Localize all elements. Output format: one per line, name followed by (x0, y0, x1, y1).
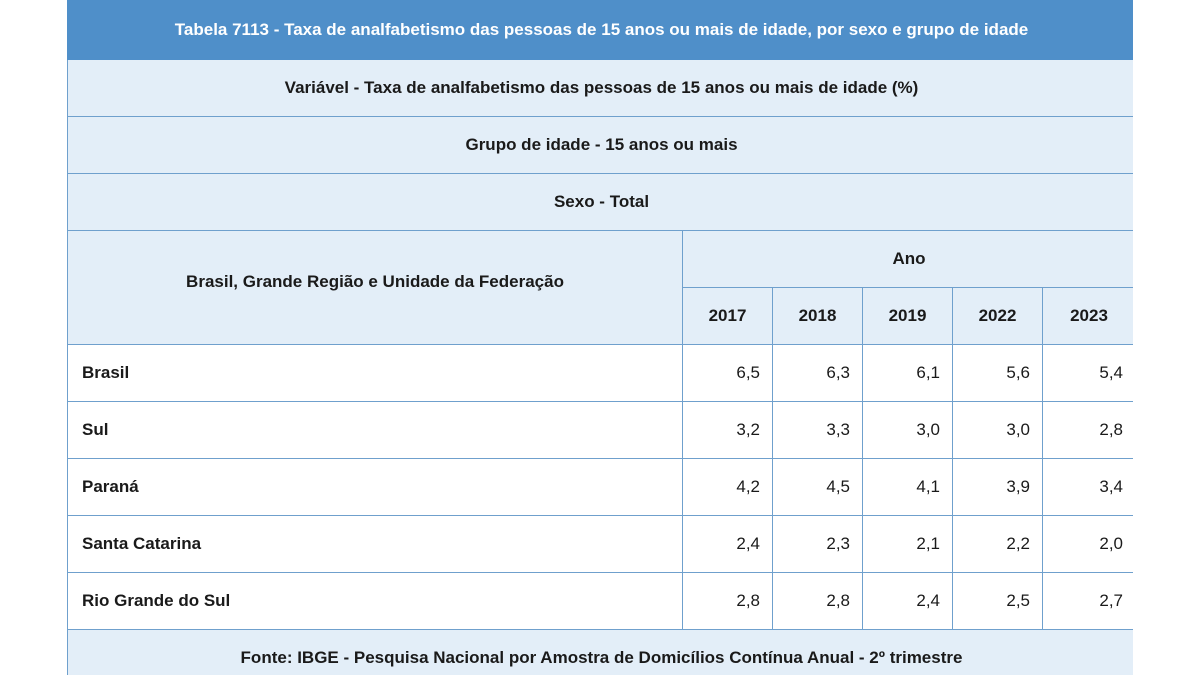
value-cell: 6,1 (862, 344, 953, 402)
value-cell: 3,3 (772, 401, 863, 459)
value-cell: 2,8 (682, 572, 773, 630)
header-row-ano: Brasil, Grande Região e Unidade da Feder… (67, 230, 1133, 345)
value-cell: 3,0 (952, 401, 1043, 459)
value-cell: 2,4 (862, 572, 953, 630)
table-body: Brasil 6,5 6,3 6,1 5,6 5,4 Sul 3,2 3,3 3,0 3,0 2,8 P… (67, 344, 1133, 630)
year-header-2023: 2023 (1041, 287, 1133, 345)
variable-row: Variável - Taxa de analfabetismo das pes… (67, 59, 1133, 117)
value-cell: 3,2 (682, 401, 773, 459)
table-row: Paraná 4,2 4,5 4,1 3,9 3,4 (67, 458, 1133, 516)
variable-label: Variável - Taxa de analfabetismo das pes… (67, 59, 1133, 117)
value-cell: 6,3 (772, 344, 863, 402)
table-title: Tabela 7113 - Taxa de analfabetismo das … (67, 0, 1133, 60)
age-group-row: Grupo de idade - 15 anos ou mais (67, 116, 1133, 174)
value-cell: 2,0 (1041, 515, 1133, 573)
table-row: Santa Catarina 2,4 2,3 2,1 2,2 2,0 (67, 515, 1133, 573)
value-cell: 4,1 (862, 458, 953, 516)
table-frame: Tabela 7113 - Taxa de analfabetismo das … (67, 0, 1133, 675)
value-cell: 5,4 (1041, 344, 1133, 402)
row-label: Rio Grande do Sul (67, 572, 683, 630)
value-cell: 4,2 (682, 458, 773, 516)
year-header-2019: 2019 (862, 287, 953, 345)
value-cell: 2,3 (772, 515, 863, 573)
value-cell: 5,6 (952, 344, 1043, 402)
source-row: Fonte: IBGE - Pesquisa Nacional por Amos… (67, 629, 1133, 675)
table-row: Sul 3,2 3,3 3,0 3,0 2,8 (67, 401, 1133, 459)
value-cell: 3,4 (1041, 458, 1133, 516)
value-cell: 2,7 (1041, 572, 1133, 630)
header-row-years: 2017 2018 2019 2022 2023 (68, 287, 1133, 345)
region-header: Brasil, Grande Região e Unidade da Feder… (67, 230, 683, 345)
row-label: Sul (67, 401, 683, 459)
value-cell: 4,5 (772, 458, 863, 516)
year-header-2018: 2018 (772, 287, 863, 345)
title-row: Tabela 7113 - Taxa de analfabetismo das … (67, 0, 1133, 60)
source-note: Fonte: IBGE - Pesquisa Nacional por Amos… (67, 629, 1133, 675)
value-cell: 2,4 (682, 515, 773, 573)
sex-label: Sexo - Total (67, 173, 1133, 231)
age-group-label: Grupo de idade - 15 anos ou mais (67, 116, 1133, 174)
value-cell: 3,0 (862, 401, 953, 459)
row-label: Paraná (67, 458, 683, 516)
table-row: Brasil 6,5 6,3 6,1 5,6 5,4 (67, 344, 1133, 402)
row-label: Brasil (67, 344, 683, 402)
value-cell: 2,8 (1041, 401, 1133, 459)
value-cell: 2,1 (862, 515, 953, 573)
value-cell: 2,8 (772, 572, 863, 630)
value-cell: 2,5 (952, 572, 1043, 630)
year-header-2017: 2017 (682, 287, 773, 345)
sex-row: Sexo - Total (67, 173, 1133, 231)
data-table: Tabela 7113 - Taxa de analfabetismo das … (67, 0, 1133, 675)
year-group-header: Ano (681, 230, 1133, 288)
value-cell: 6,5 (682, 344, 773, 402)
row-label: Santa Catarina (67, 515, 683, 573)
table-row: Rio Grande do Sul 2,8 2,8 2,4 2,5 2,7 (67, 572, 1133, 630)
value-cell: 2,2 (952, 515, 1043, 573)
year-header-2022: 2022 (952, 287, 1043, 345)
value-cell: 3,9 (952, 458, 1043, 516)
